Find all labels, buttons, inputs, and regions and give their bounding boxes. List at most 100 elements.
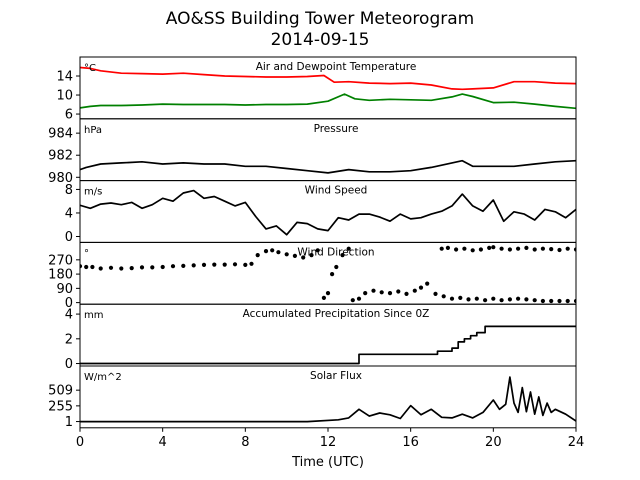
wind_dir-point bbox=[507, 297, 512, 302]
wind_dir-point bbox=[454, 247, 459, 252]
wind_dir-point bbox=[433, 291, 438, 296]
y-tick-label: 509 bbox=[48, 384, 73, 399]
wind_dir-point bbox=[540, 246, 546, 251]
wind_dir-point bbox=[540, 298, 546, 304]
wind_dir-point bbox=[181, 263, 186, 268]
wind_dir-point bbox=[255, 253, 260, 258]
wind_dir-point bbox=[139, 265, 145, 270]
wind_dir-point bbox=[478, 247, 483, 252]
chart-title: AO&SS Building Tower Meteorogram bbox=[166, 9, 474, 29]
y-tick-label: 982 bbox=[48, 149, 73, 164]
wind_dir-point bbox=[108, 265, 114, 270]
panel-unit: m/s bbox=[84, 187, 102, 198]
x-tick-label: 0 bbox=[76, 435, 84, 450]
pressure-series-line-0 bbox=[80, 159, 576, 174]
solar-series-line-0 bbox=[80, 376, 576, 423]
y-tick-label: 14 bbox=[56, 70, 73, 85]
wind_dir-point bbox=[499, 246, 504, 251]
wind_dir-point bbox=[549, 247, 554, 252]
y-tick-label: 0 bbox=[65, 357, 73, 372]
wind_dir-point bbox=[222, 262, 227, 267]
y-tick-label: 90 bbox=[56, 282, 73, 297]
x-tick-label: 4 bbox=[159, 435, 167, 450]
wind_dir-point bbox=[90, 264, 95, 270]
wind_dir-point bbox=[301, 255, 306, 260]
wind_dir-point bbox=[334, 264, 339, 270]
y-tick-label: 255 bbox=[48, 399, 73, 414]
wind_dir-point bbox=[119, 266, 124, 271]
wind_dir-point bbox=[191, 263, 196, 268]
panel-unit: mm bbox=[84, 310, 103, 321]
wind_dir-point bbox=[516, 246, 521, 251]
wind_dir-point bbox=[412, 288, 417, 293]
precip-series-line-0 bbox=[80, 325, 576, 365]
wind_dir-point bbox=[439, 246, 444, 251]
wind_dir-point bbox=[462, 246, 467, 251]
wind_dir-point bbox=[449, 296, 455, 301]
panel-title: Air and Dewpoint Temperature bbox=[256, 61, 417, 73]
panel-unit: hPa bbox=[84, 125, 102, 136]
x-tick-label: 24 bbox=[568, 435, 585, 450]
wind_dir-point bbox=[340, 253, 345, 258]
panel-title: Accumulated Precipitation Since 0Z bbox=[243, 308, 430, 320]
panel-wind_speed: 0 4 8 m/s Wind Speed bbox=[65, 180, 577, 245]
y-tick-label: 180 bbox=[48, 268, 73, 283]
wind_dir-point bbox=[565, 246, 570, 251]
wind_dir-point bbox=[491, 245, 496, 250]
wind_dir-point bbox=[532, 298, 537, 303]
wind_dir-point bbox=[474, 296, 479, 301]
wind_dir-point bbox=[573, 247, 576, 252]
wind_dir-point bbox=[170, 264, 176, 269]
x-tick-label: 12 bbox=[320, 435, 337, 450]
panel-title: Wind Speed bbox=[305, 185, 368, 197]
wind_dir-point bbox=[557, 298, 562, 304]
wind_dir-point bbox=[356, 296, 362, 301]
panel-unit: °C bbox=[84, 63, 96, 74]
wind_dir-point bbox=[98, 266, 103, 271]
wind_dir-point bbox=[284, 252, 289, 257]
y-tick-label: 4 bbox=[65, 308, 73, 323]
panel-unit: ° bbox=[84, 248, 89, 259]
wind_dir-point bbox=[276, 250, 281, 255]
y-tick-label: 4 bbox=[65, 206, 73, 221]
panel-unit: W/m^2 bbox=[84, 372, 122, 383]
wind_dir-point bbox=[212, 262, 217, 267]
y-tick-label: 980 bbox=[48, 171, 73, 186]
series-group-temp bbox=[80, 66, 576, 110]
wind_dir-point bbox=[557, 247, 562, 253]
chart-date: 2014-09-15 bbox=[271, 30, 370, 50]
x-tick-label: 20 bbox=[485, 435, 502, 450]
wind_dir-point bbox=[84, 264, 89, 270]
wind_dir-point bbox=[445, 245, 450, 250]
wind_dir-point bbox=[396, 289, 401, 294]
y-tick-label: 0 bbox=[65, 296, 73, 311]
panel-title: Solar Flux bbox=[310, 370, 362, 382]
x-axis: 0 4 8 12 16 20 24 bbox=[76, 435, 584, 450]
wind_dir-point bbox=[573, 298, 576, 304]
wind_dir-point bbox=[404, 291, 409, 296]
wind_dir-point bbox=[330, 272, 335, 277]
y-tick-label: 1 bbox=[65, 415, 73, 430]
series-group-wind_speed bbox=[80, 189, 576, 236]
y-tick-label: 2 bbox=[65, 332, 73, 347]
wind_dir-point bbox=[321, 295, 326, 300]
wind_dir-point bbox=[80, 264, 83, 269]
wind_dir-point bbox=[441, 294, 446, 299]
panel-title: Pressure bbox=[314, 123, 359, 135]
x-tick-label: 16 bbox=[402, 435, 419, 450]
panel-pressure: 980 982 984 hPa Pressure bbox=[48, 118, 577, 186]
wind_dir-point bbox=[379, 290, 384, 295]
x-tick-label: 8 bbox=[241, 435, 249, 450]
y-tick-label: 6 bbox=[65, 108, 73, 123]
wind_dir-point bbox=[160, 264, 165, 270]
wind_dir-point bbox=[425, 281, 430, 286]
wind_dir-point bbox=[532, 247, 537, 252]
wind_dir-point bbox=[418, 285, 424, 290]
wind_dir-point bbox=[263, 249, 269, 254]
series-group-pressure bbox=[80, 159, 576, 174]
wind_dir-point bbox=[491, 296, 496, 301]
wind_dir-point bbox=[487, 245, 492, 250]
